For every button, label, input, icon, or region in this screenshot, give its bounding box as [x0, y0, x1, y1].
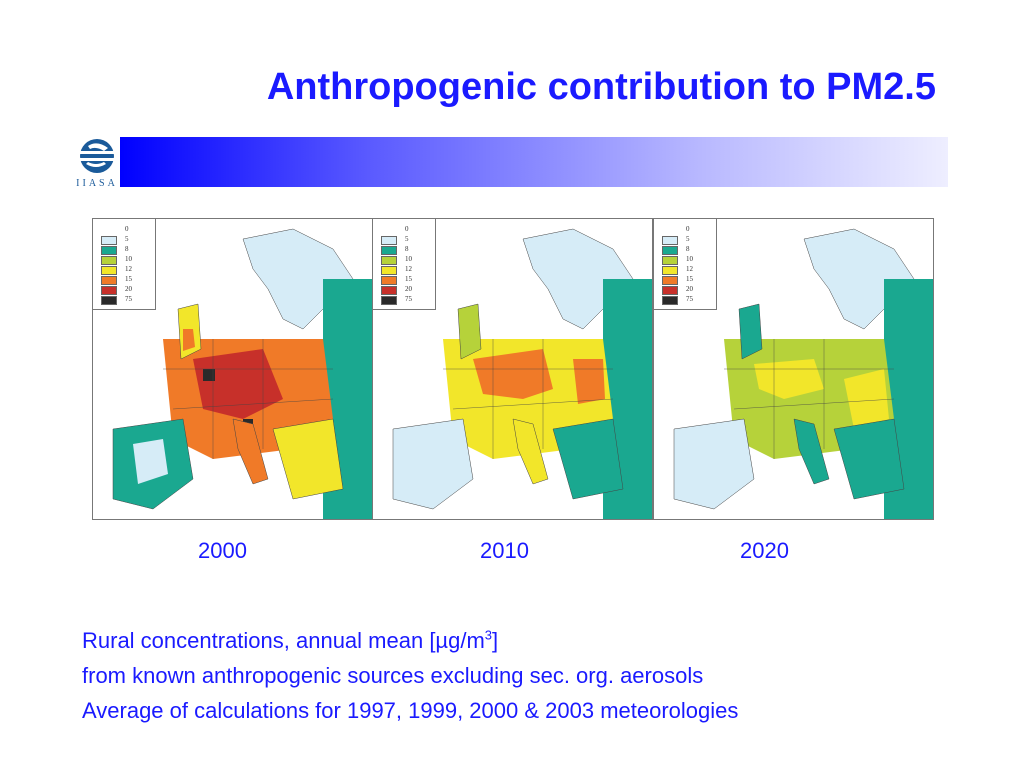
slide-title: Anthropogenic contribution to PM2.5	[266, 66, 936, 108]
legend-label: 75	[125, 295, 132, 303]
legend-row: 5	[101, 235, 155, 245]
caption-line-1: Rural concentrations, annual mean [µg/m3…	[82, 628, 498, 654]
map-2020: 0 5 8 10 12 15 20 75	[653, 218, 934, 520]
legend-swatch	[101, 246, 117, 255]
legend-row: 15	[101, 275, 155, 285]
legend-swatch	[101, 236, 117, 245]
legend-label: 10	[686, 255, 693, 263]
legend-label: 20	[686, 285, 693, 293]
legend-label: 75	[686, 295, 693, 303]
legend-row: 10	[381, 255, 435, 265]
map-2000: 0 5 8 10 12 15 20 75	[92, 218, 373, 520]
legend-swatch	[101, 276, 117, 285]
legend-swatch	[381, 246, 397, 255]
legend-row: 5	[662, 235, 716, 245]
caption-line-1-sup: 3	[484, 627, 493, 643]
legend-row: 75	[662, 295, 716, 305]
legend-label: 5	[686, 235, 690, 243]
legend-swatch	[662, 236, 678, 245]
caption-line-2: from known anthropogenic sources excludi…	[82, 663, 704, 688]
caption-line-3: Average of calculations for 1997, 1999, …	[82, 698, 739, 723]
legend-row: 20	[662, 285, 716, 295]
legend-row: 10	[101, 255, 155, 265]
caption-line-1-prefix: Rural concentrations, annual mean [µg/m	[82, 628, 485, 653]
legend-label: 12	[686, 265, 693, 273]
legend-swatch	[662, 296, 678, 305]
legend-row: 8	[381, 245, 435, 255]
europe-map-2000	[93, 219, 372, 519]
legend-swatch	[662, 276, 678, 285]
legend-row: 0	[101, 225, 155, 234]
map-legend: 0 5 8 10 12 15 20 75	[373, 219, 436, 310]
legend-label: 8	[686, 245, 690, 253]
legend-swatch	[381, 286, 397, 295]
legend-row: 5	[381, 235, 435, 245]
legend-row: 0	[381, 225, 435, 234]
legend-row: 75	[381, 295, 435, 305]
legend-swatch	[662, 266, 678, 275]
legend-label: 8	[125, 245, 129, 253]
legend-label: 0	[686, 225, 690, 233]
legend-swatch	[662, 246, 678, 255]
legend-swatch	[381, 276, 397, 285]
legend-row: 20	[101, 285, 155, 295]
legend-label: 20	[125, 285, 132, 293]
legend-label: 20	[405, 285, 412, 293]
year-label-2020: 2020	[740, 538, 789, 563]
legend-label: 15	[405, 275, 412, 283]
legend-row: 75	[101, 295, 155, 305]
caption-line-1-suffix: ]	[492, 628, 499, 653]
legend-label: 0	[125, 225, 129, 233]
legend-swatch	[381, 256, 397, 265]
year-label-2010: 2010	[480, 538, 529, 563]
legend-swatch	[381, 236, 397, 245]
legend-row: 15	[381, 275, 435, 285]
legend-row: 8	[101, 245, 155, 255]
logo-text: IIASA	[76, 178, 118, 189]
legend-label: 12	[125, 265, 132, 273]
legend-label: 5	[125, 235, 129, 243]
legend-row: 12	[101, 265, 155, 275]
legend-row: 10	[662, 255, 716, 265]
legend-swatch	[662, 256, 678, 265]
legend-row: 12	[662, 265, 716, 275]
legend-label: 0	[405, 225, 409, 233]
legend-label: 15	[125, 275, 132, 283]
legend-label: 15	[686, 275, 693, 283]
legend-label: 8	[405, 245, 409, 253]
legend-swatch	[101, 286, 117, 295]
year-label-2000: 2000	[198, 538, 247, 563]
legend-row: 0	[662, 225, 716, 234]
map-legend: 0 5 8 10 12 15 20 75	[654, 219, 717, 310]
legend-row: 20	[381, 285, 435, 295]
legend-label: 10	[405, 255, 412, 263]
header-banner	[120, 137, 948, 187]
iiasa-globe-logo-icon	[78, 139, 116, 173]
map-legend: 0 5 8 10 12 15 20 75	[93, 219, 156, 310]
legend-row: 8	[662, 245, 716, 255]
legend-label: 5	[405, 235, 409, 243]
legend-swatch	[101, 256, 117, 265]
iiasa-logo: IIASA	[74, 136, 120, 190]
legend-swatch	[101, 296, 117, 305]
legend-swatch	[101, 266, 117, 275]
legend-swatch	[381, 266, 397, 275]
legend-row: 15	[662, 275, 716, 285]
legend-swatch	[662, 286, 678, 295]
legend-label: 12	[405, 265, 412, 273]
map-2010: 0 5 8 10 12 15 20 75	[372, 218, 653, 520]
legend-label: 10	[125, 255, 132, 263]
legend-label: 75	[405, 295, 412, 303]
legend-swatch	[381, 296, 397, 305]
legend-row: 12	[381, 265, 435, 275]
